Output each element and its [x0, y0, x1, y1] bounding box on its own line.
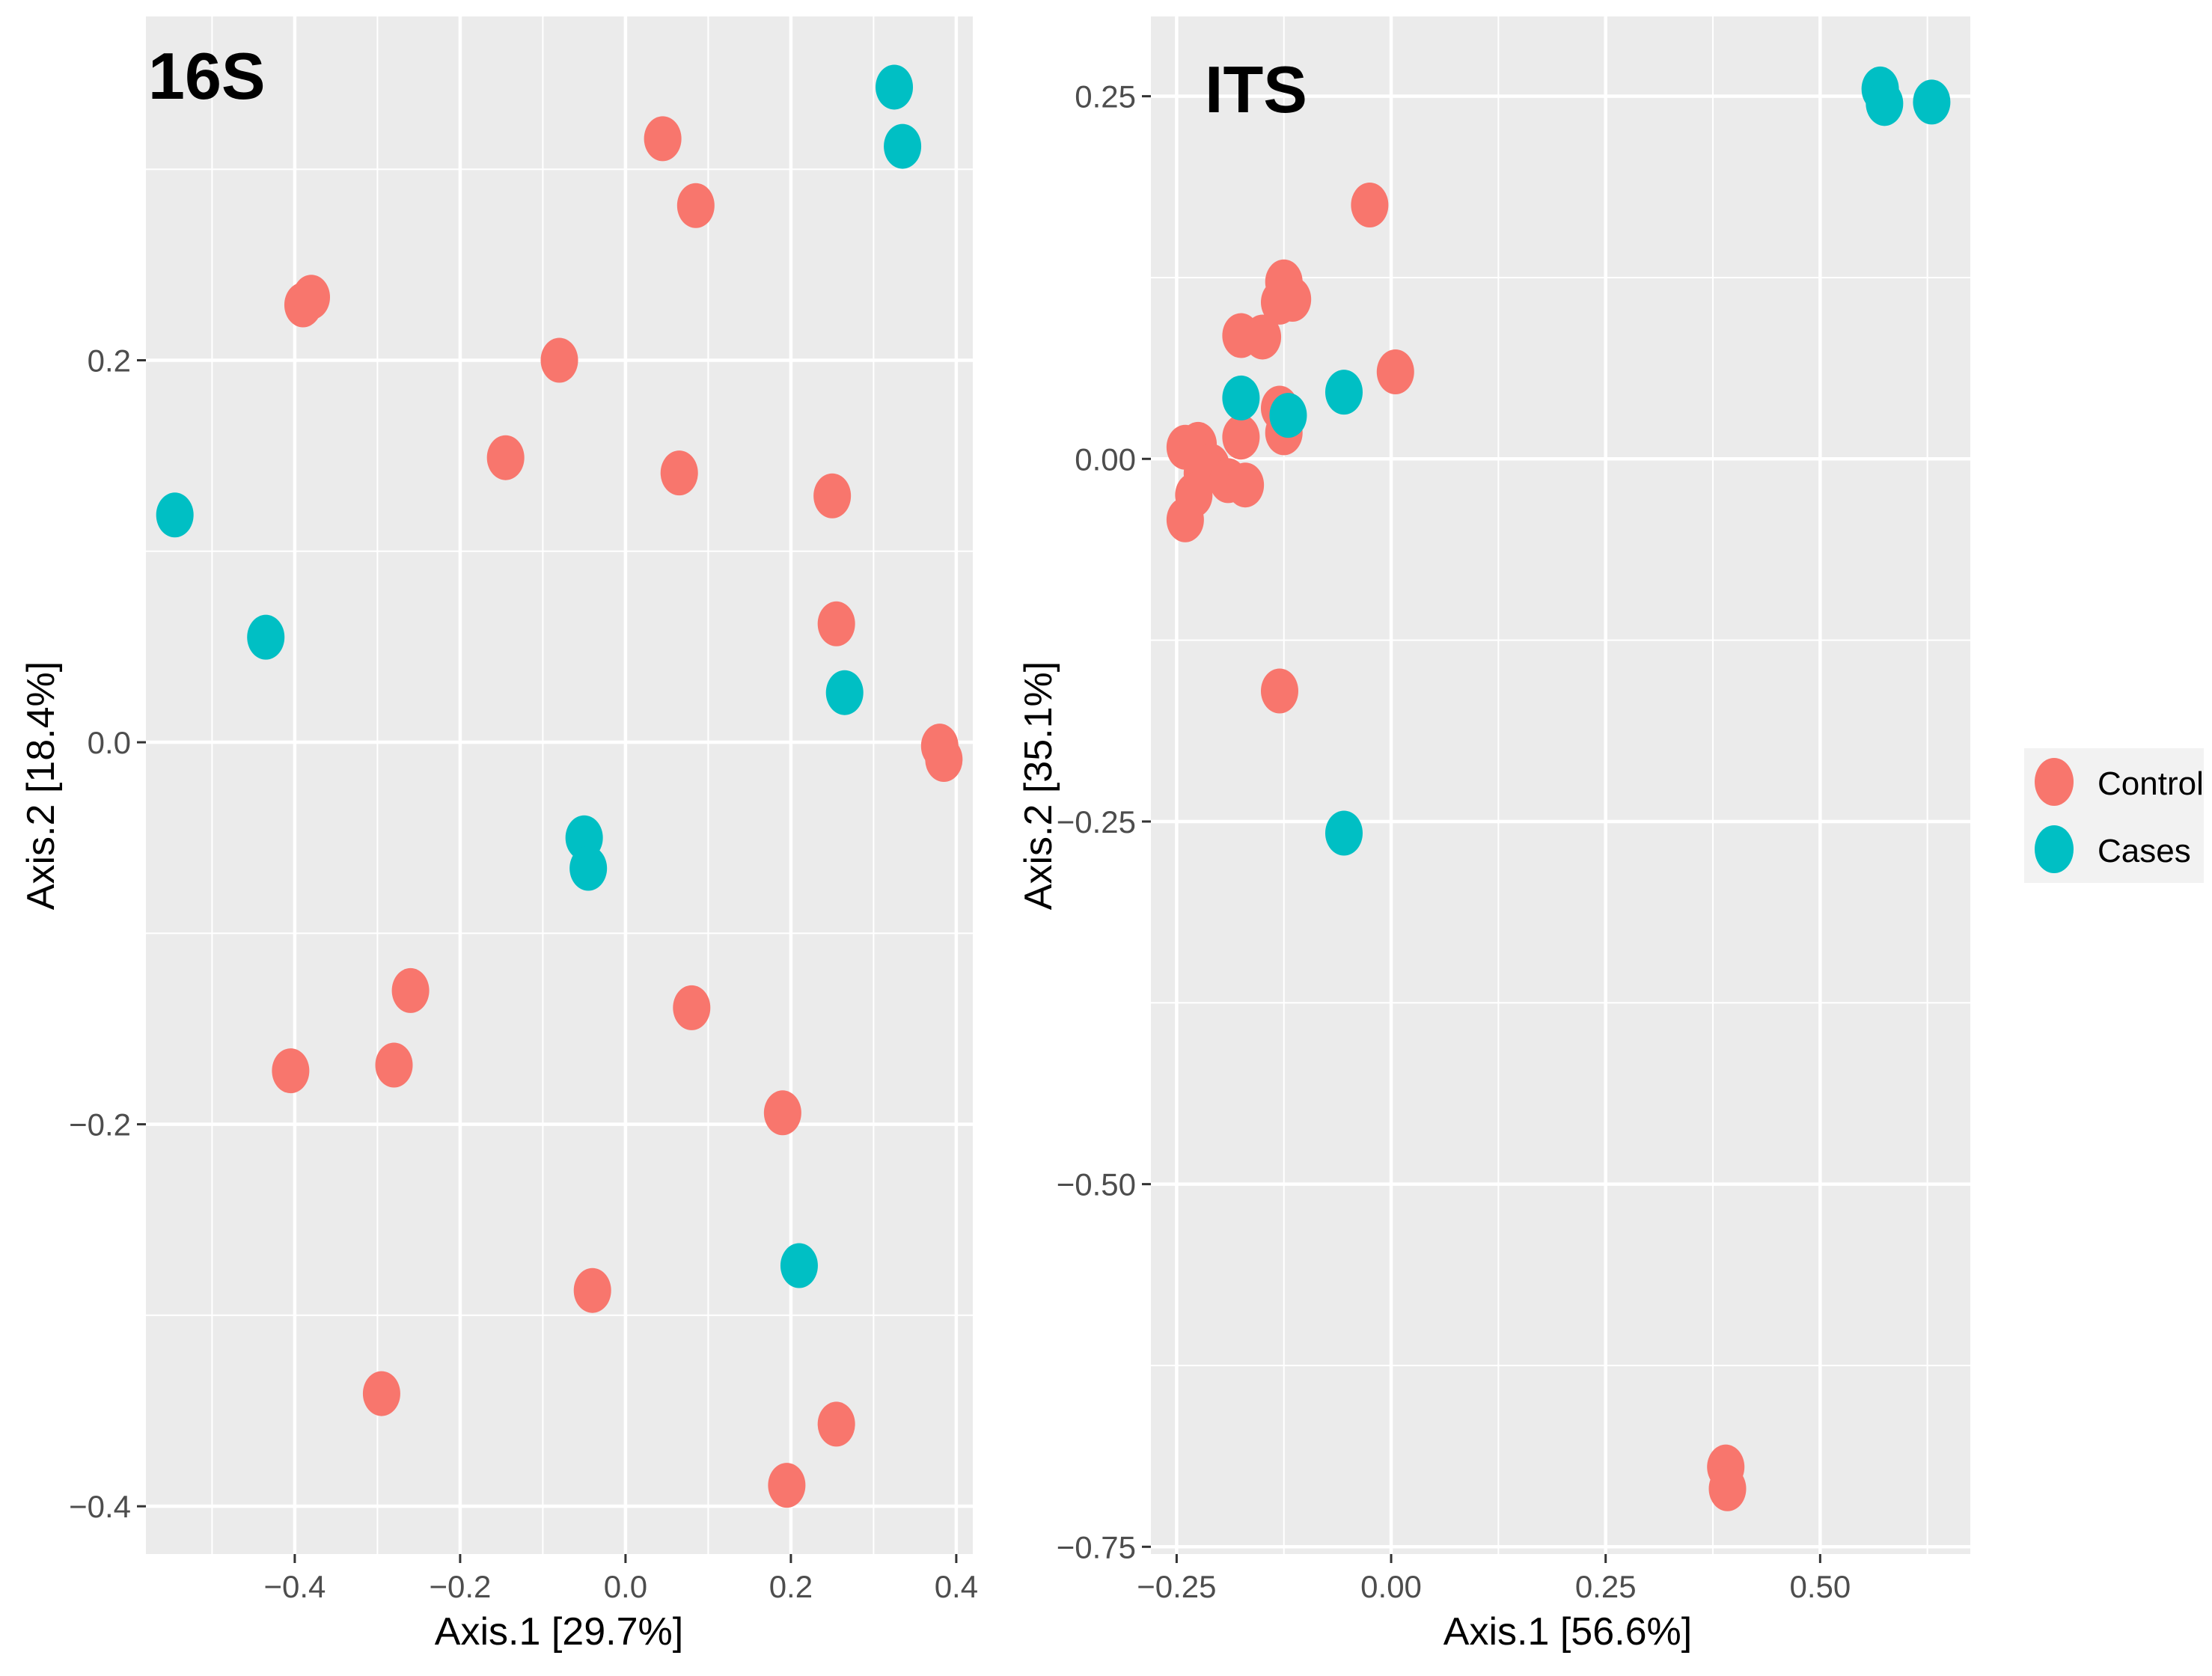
y-tick-label: −0.25 — [1057, 804, 1136, 839]
panel-background — [146, 16, 973, 1554]
x-tick-label: 0.50 — [1789, 1569, 1851, 1604]
legend-label-cases: Cases — [2098, 833, 2191, 869]
point-control — [817, 601, 855, 646]
point-cases — [1866, 81, 1904, 126]
legend-key-cases — [2035, 825, 2074, 873]
point-control — [644, 116, 682, 162]
point-control — [1166, 497, 1204, 542]
y-tick-label: 0.2 — [88, 343, 131, 379]
point-control — [1351, 183, 1389, 228]
y-tick-label: −0.2 — [69, 1107, 131, 1143]
x-tick-label: −0.25 — [1137, 1569, 1216, 1604]
point-cases — [1325, 370, 1363, 415]
y-tick-label: 0.00 — [1075, 441, 1136, 477]
point-control — [486, 435, 525, 480]
y-tick-label: 0.0 — [88, 725, 131, 760]
legend: Control Cases — [2024, 748, 2204, 883]
point-control — [660, 450, 698, 496]
point-control — [1244, 314, 1282, 360]
point-control — [817, 1401, 855, 1447]
y-tick-label: −0.75 — [1057, 1529, 1136, 1565]
point-cases — [247, 614, 285, 660]
x-tick-labels: −0.25 0.00 0.25 0.50 — [1137, 1554, 1851, 1604]
point-control — [272, 1048, 310, 1094]
x-tick-labels: −0.4 −0.2 0.0 0.2 0.4 — [263, 1554, 978, 1604]
point-control — [573, 1267, 611, 1313]
y-tick-label: 0.25 — [1075, 79, 1136, 114]
point-control — [1260, 279, 1298, 325]
y-tick-labels: −0.4 −0.2 0.0 0.2 — [69, 343, 146, 1524]
point-control — [673, 985, 711, 1030]
point-control — [540, 337, 578, 383]
y-axis-title: Axis.2 [35.1%] — [1017, 661, 1060, 910]
legend-key-control — [2035, 758, 2074, 806]
point-control — [1222, 415, 1260, 460]
point-control — [763, 1090, 801, 1136]
point-cases — [1913, 79, 1951, 125]
data-points — [156, 64, 963, 1508]
point-control — [676, 183, 715, 228]
point-control — [293, 275, 330, 320]
point-cases — [1222, 375, 1260, 420]
y-axis-title: Axis.2 [18.4%] — [19, 661, 63, 910]
point-cases — [876, 64, 914, 110]
panel-background — [1151, 16, 1970, 1554]
point-cases — [1325, 810, 1363, 856]
y-tick-labels: −0.75 −0.50 −0.25 0.00 0.25 — [1057, 79, 1151, 1565]
x-tick-label: 0.4 — [935, 1569, 978, 1604]
point-control — [1260, 668, 1298, 714]
point-cases — [780, 1243, 818, 1288]
point-control — [925, 737, 963, 783]
point-control — [1226, 462, 1265, 508]
point-control — [1708, 1466, 1747, 1511]
panel-its: −0.25 0.00 0.25 0.50 −0.75 −0.50 −0.25 0.00 0.2… — [1017, 16, 1970, 1654]
point-cases — [825, 670, 864, 715]
point-control — [362, 1371, 400, 1416]
x-tick-label: 0.0 — [604, 1569, 647, 1604]
x-axis-title: Axis.1 [29.7%] — [435, 1610, 683, 1654]
point-cases — [156, 492, 194, 538]
x-tick-label: −0.4 — [263, 1569, 326, 1604]
point-control — [375, 1042, 413, 1088]
panel-title: ITS — [1205, 52, 1307, 126]
x-tick-label: 0.2 — [769, 1569, 813, 1604]
point-control — [391, 967, 430, 1013]
legend-label-control: Control — [2098, 765, 2204, 802]
point-cases — [569, 845, 608, 891]
x-tick-label: 0.00 — [1360, 1569, 1422, 1604]
point-control — [1376, 349, 1414, 394]
y-tick-label: −0.50 — [1057, 1167, 1136, 1202]
point-cases — [884, 123, 922, 169]
x-tick-label: −0.2 — [429, 1569, 491, 1604]
point-cases — [1269, 393, 1307, 438]
gridlines — [1151, 16, 1970, 1554]
panel-title: 16S — [148, 39, 266, 113]
panel-16s: −0.4 −0.2 0.0 0.2 0.4 −0.4 −0.2 0.0 0.2 16S Axi… — [19, 16, 978, 1654]
y-tick-label: −0.4 — [69, 1489, 131, 1524]
x-tick-label: 0.25 — [1575, 1569, 1637, 1604]
point-control — [768, 1463, 806, 1508]
point-control — [813, 473, 852, 519]
x-axis-title: Axis.1 [56.6%] — [1443, 1610, 1692, 1654]
data-points — [1166, 66, 1951, 1511]
